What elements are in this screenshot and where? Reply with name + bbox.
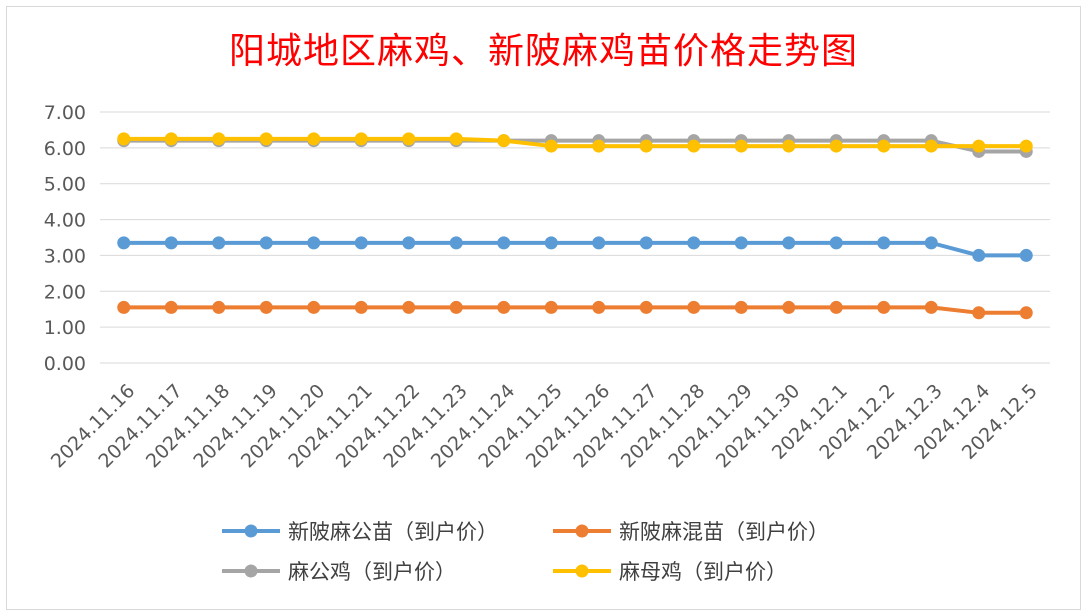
legend-item: 麻公鸡（到户价） — [222, 560, 456, 584]
data-point — [924, 139, 938, 153]
data-point — [972, 139, 986, 153]
data-point — [354, 300, 368, 314]
data-point — [734, 300, 748, 314]
y-tick-label: 6.00 — [44, 138, 86, 160]
legend-label: 新陂麻混苗（到户价） — [619, 520, 829, 544]
y-tick-label: 0.00 — [44, 353, 86, 375]
data-point — [449, 132, 463, 146]
legend: 新陂麻公苗（到户价） 新陂麻混苗（到户价） 麻公鸡（到户价） 麻母鸡（到户价） — [222, 520, 829, 584]
data-point — [687, 139, 701, 153]
series-lines — [117, 132, 1033, 320]
data-point — [497, 134, 511, 148]
series-line — [123, 240, 1027, 258]
legend-item: 新陂麻混苗（到户价） — [553, 520, 829, 544]
gridlines — [100, 111, 1050, 364]
data-point — [259, 132, 273, 146]
data-point — [734, 139, 748, 153]
data-point — [592, 300, 606, 314]
data-point — [972, 248, 986, 262]
data-point — [639, 139, 653, 153]
data-point — [829, 139, 843, 153]
data-point — [782, 139, 796, 153]
data-point — [782, 236, 796, 250]
data-point — [212, 300, 226, 314]
data-point — [212, 132, 226, 146]
y-tick-label: 1.00 — [44, 317, 86, 339]
data-point — [307, 132, 321, 146]
data-point — [449, 300, 463, 314]
data-point — [924, 300, 938, 314]
data-point — [259, 300, 273, 314]
legend-swatch-marker — [575, 524, 589, 538]
series-4 — [117, 132, 1033, 153]
data-point — [877, 236, 891, 250]
legend-label: 新陂麻公苗（到户价） — [288, 520, 498, 544]
data-point — [1019, 306, 1033, 320]
data-point — [259, 236, 273, 250]
data-point — [212, 236, 226, 250]
data-point — [402, 300, 416, 314]
data-point — [924, 236, 938, 250]
data-point — [307, 300, 321, 314]
data-point — [639, 236, 653, 250]
legend-swatch-marker — [244, 564, 258, 578]
data-point — [307, 236, 321, 250]
y-axis-labels: 0.00 1.00 2.00 3.00 4.00 5.00 6.00 7.00 — [44, 102, 86, 375]
data-point — [877, 139, 891, 153]
data-point — [164, 300, 178, 314]
data-point — [1019, 248, 1033, 262]
data-point — [354, 236, 368, 250]
y-tick-label: 3.00 — [44, 245, 86, 267]
data-point — [402, 132, 416, 146]
data-point — [639, 300, 653, 314]
series-2 — [117, 300, 1033, 320]
legend-swatch-marker — [244, 524, 258, 538]
data-point — [402, 236, 416, 250]
data-point — [544, 139, 558, 153]
legend-item: 新陂麻公苗（到户价） — [222, 520, 498, 544]
data-point — [687, 236, 701, 250]
data-point — [117, 132, 131, 146]
data-point — [117, 300, 131, 314]
data-point — [164, 132, 178, 146]
legend-label: 麻母鸡（到户价） — [619, 560, 787, 584]
series-line — [123, 136, 1027, 149]
series-line — [123, 305, 1027, 315]
legend-label: 麻公鸡（到户价） — [288, 560, 456, 584]
y-tick-label: 7.00 — [44, 102, 86, 124]
data-point — [592, 236, 606, 250]
data-point — [782, 300, 796, 314]
data-point — [1019, 139, 1033, 153]
data-point — [734, 236, 748, 250]
data-point — [354, 132, 368, 146]
data-point — [972, 306, 986, 320]
data-point — [544, 300, 558, 314]
data-point — [497, 300, 511, 314]
y-tick-label: 4.00 — [44, 210, 86, 232]
legend-item: 麻母鸡（到户价） — [553, 560, 787, 584]
data-point — [544, 236, 558, 250]
data-point — [687, 300, 701, 314]
y-tick-label: 2.00 — [44, 281, 86, 303]
data-point — [497, 236, 511, 250]
legend-swatch-marker — [575, 564, 589, 578]
data-point — [164, 236, 178, 250]
data-point — [449, 236, 463, 250]
y-tick-label: 5.00 — [44, 174, 86, 196]
series-1 — [117, 236, 1033, 262]
data-point — [829, 236, 843, 250]
data-point — [877, 300, 891, 314]
data-point — [592, 139, 606, 153]
x-axis-labels: 2024.11.162024.11.172024.11.182024.11.19… — [47, 380, 1042, 472]
data-point — [117, 236, 131, 250]
chart-title: 阳城地区麻鸡、新陂麻鸡苗价格走势图 — [228, 31, 858, 72]
data-point — [829, 300, 843, 314]
